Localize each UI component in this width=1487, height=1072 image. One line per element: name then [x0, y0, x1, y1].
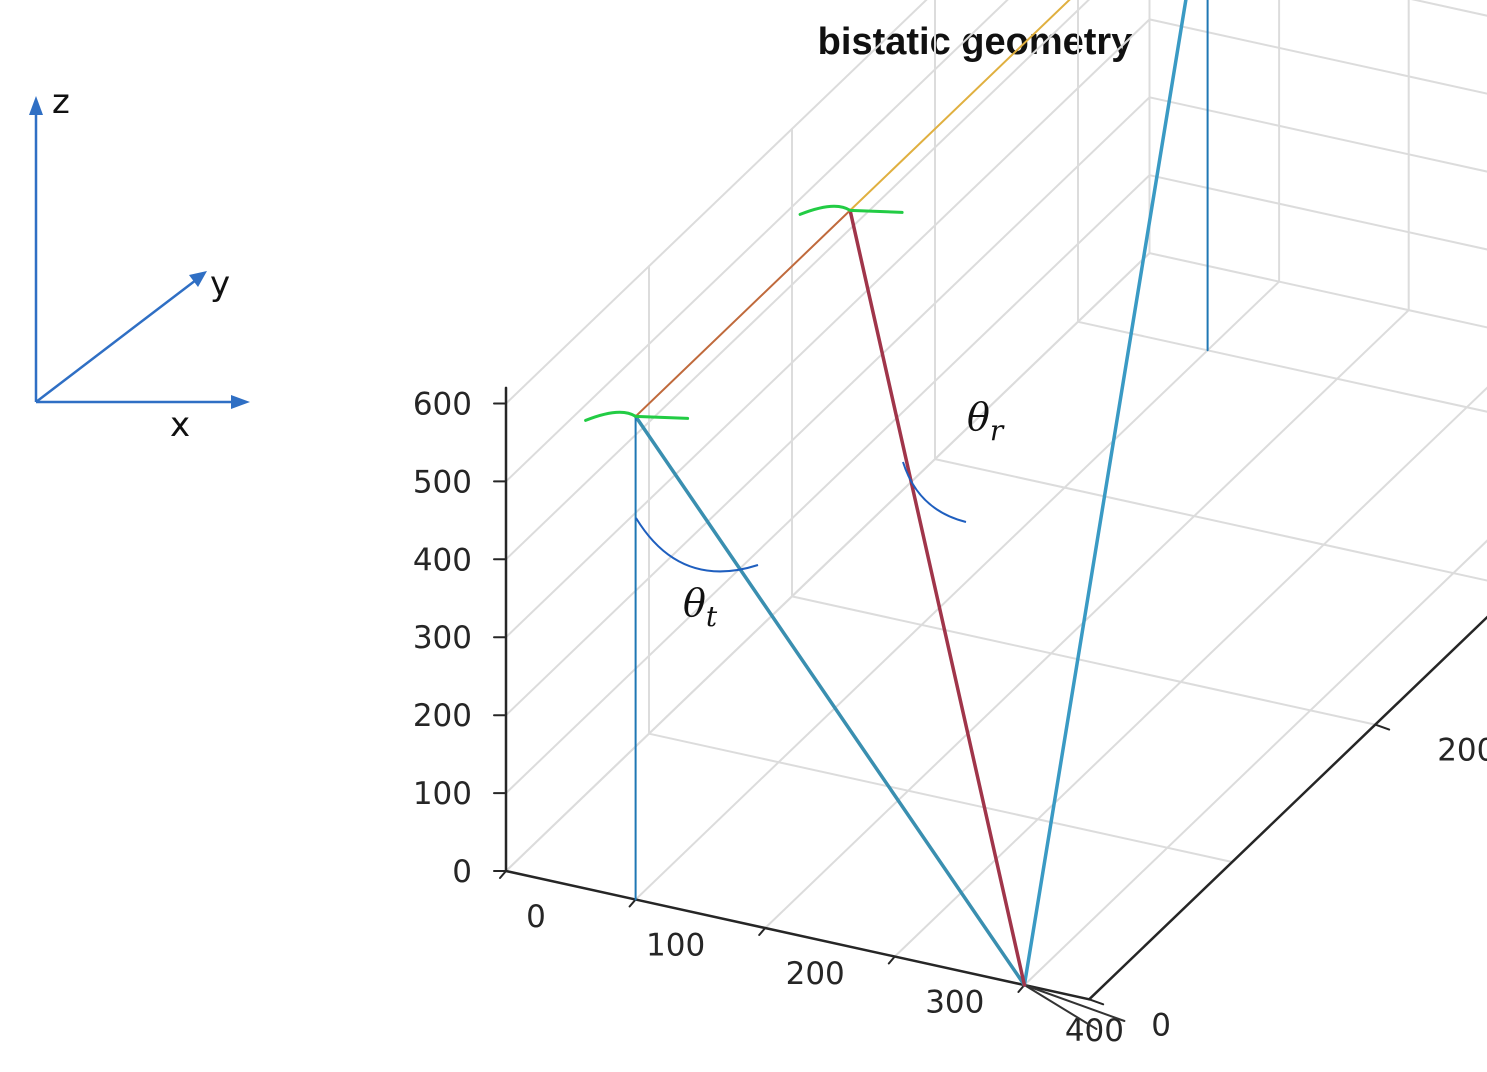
- grid-line: [648, 732, 1234, 863]
- z-tick-label: 400: [413, 542, 472, 578]
- x-tick: [758, 927, 767, 936]
- x-tick-label: 0: [526, 899, 546, 935]
- theta-t-subscript: t: [706, 600, 718, 633]
- z-tick-label: 300: [413, 620, 472, 656]
- grid-line: [1148, 174, 1487, 251]
- x-tick: [499, 870, 507, 879]
- angle-annotations: θt θr: [635, 395, 1005, 633]
- y-tick: [1088, 998, 1105, 1006]
- z-tick-label: 0: [452, 854, 472, 890]
- y-tick: [1374, 723, 1391, 731]
- grid-line: [1023, 539, 1487, 986]
- theta-r-symbol: θ: [967, 395, 990, 439]
- grid-line: [1410, 0, 1487, 17]
- y-tick-label: 200: [1437, 733, 1487, 769]
- x-tick-label: 400: [1065, 1013, 1124, 1049]
- x-tick: [887, 955, 896, 965]
- series-line-2: [848, 208, 1027, 987]
- triad-y-label: y: [210, 264, 230, 304]
- triad-x-arrowhead: [231, 395, 250, 409]
- grid-line: [505, 252, 1151, 872]
- platform-marker-1: [798, 204, 904, 216]
- grid-line: [505, 174, 1151, 795]
- z-tick-label: 500: [413, 464, 472, 500]
- theta-t-arc: [635, 517, 759, 573]
- grid-line: [505, 0, 928, 405]
- x-axis-line: [504, 869, 1091, 1001]
- theta-r-label: θr: [967, 395, 1005, 447]
- y-tick-label: 0: [1151, 1007, 1171, 1043]
- chart-title: bistatic geometry: [818, 21, 1133, 63]
- grid-line: [893, 386, 1487, 958]
- grid-line: [505, 96, 1151, 717]
- series-line-1: [1022, 0, 1188, 987]
- x-tick-label: 200: [786, 956, 845, 992]
- triad-z-label: z: [52, 82, 70, 122]
- chart-grid: [505, 0, 1487, 1001]
- theta-t-symbol: θ: [683, 581, 706, 625]
- grid-line: [1148, 96, 1487, 173]
- chart-series: [584, 0, 1209, 1030]
- grid-line: [1077, 320, 1487, 413]
- grid-line: [505, 0, 1009, 483]
- grid-line: [764, 309, 1410, 929]
- axis-triad: z y x: [29, 82, 250, 445]
- x-tick-label: 300: [925, 985, 984, 1021]
- triad-y-arrow: [35, 279, 197, 403]
- z-tick-label: 100: [413, 776, 472, 812]
- x-tick: [628, 898, 637, 908]
- triad-y-arrowhead: [189, 271, 207, 287]
- series-line-4: [849, 0, 1071, 212]
- z-tick-label: 200: [413, 698, 472, 734]
- grid-line: [634, 280, 1281, 901]
- y-axis-line: [1087, 615, 1487, 1001]
- ground-projection-line: [1023, 984, 1098, 1030]
- triad-z-arrowhead: [29, 96, 43, 115]
- series-line-0: [633, 414, 1027, 987]
- theta-t-label: θt: [683, 581, 718, 633]
- grid-line: [1148, 18, 1487, 95]
- theta-r-arc: [902, 461, 967, 523]
- series-line-3: [634, 209, 852, 418]
- triad-x-label: x: [170, 405, 190, 445]
- grid-line: [505, 0, 1091, 561]
- grid-line: [791, 595, 1377, 726]
- x-tick-label: 100: [646, 928, 705, 964]
- platform-marker-0: [584, 410, 690, 422]
- grid-line: [1148, 252, 1487, 329]
- grid-line: [934, 458, 1487, 582]
- chart-axes: 010020030040002004000100200300400500600: [413, 387, 1487, 1049]
- theta-r-subscript: r: [990, 414, 1005, 447]
- z-tick-label: 600: [413, 387, 472, 423]
- grid-line: [505, 18, 1151, 639]
- ground-projection-line: [1023, 984, 1126, 1022]
